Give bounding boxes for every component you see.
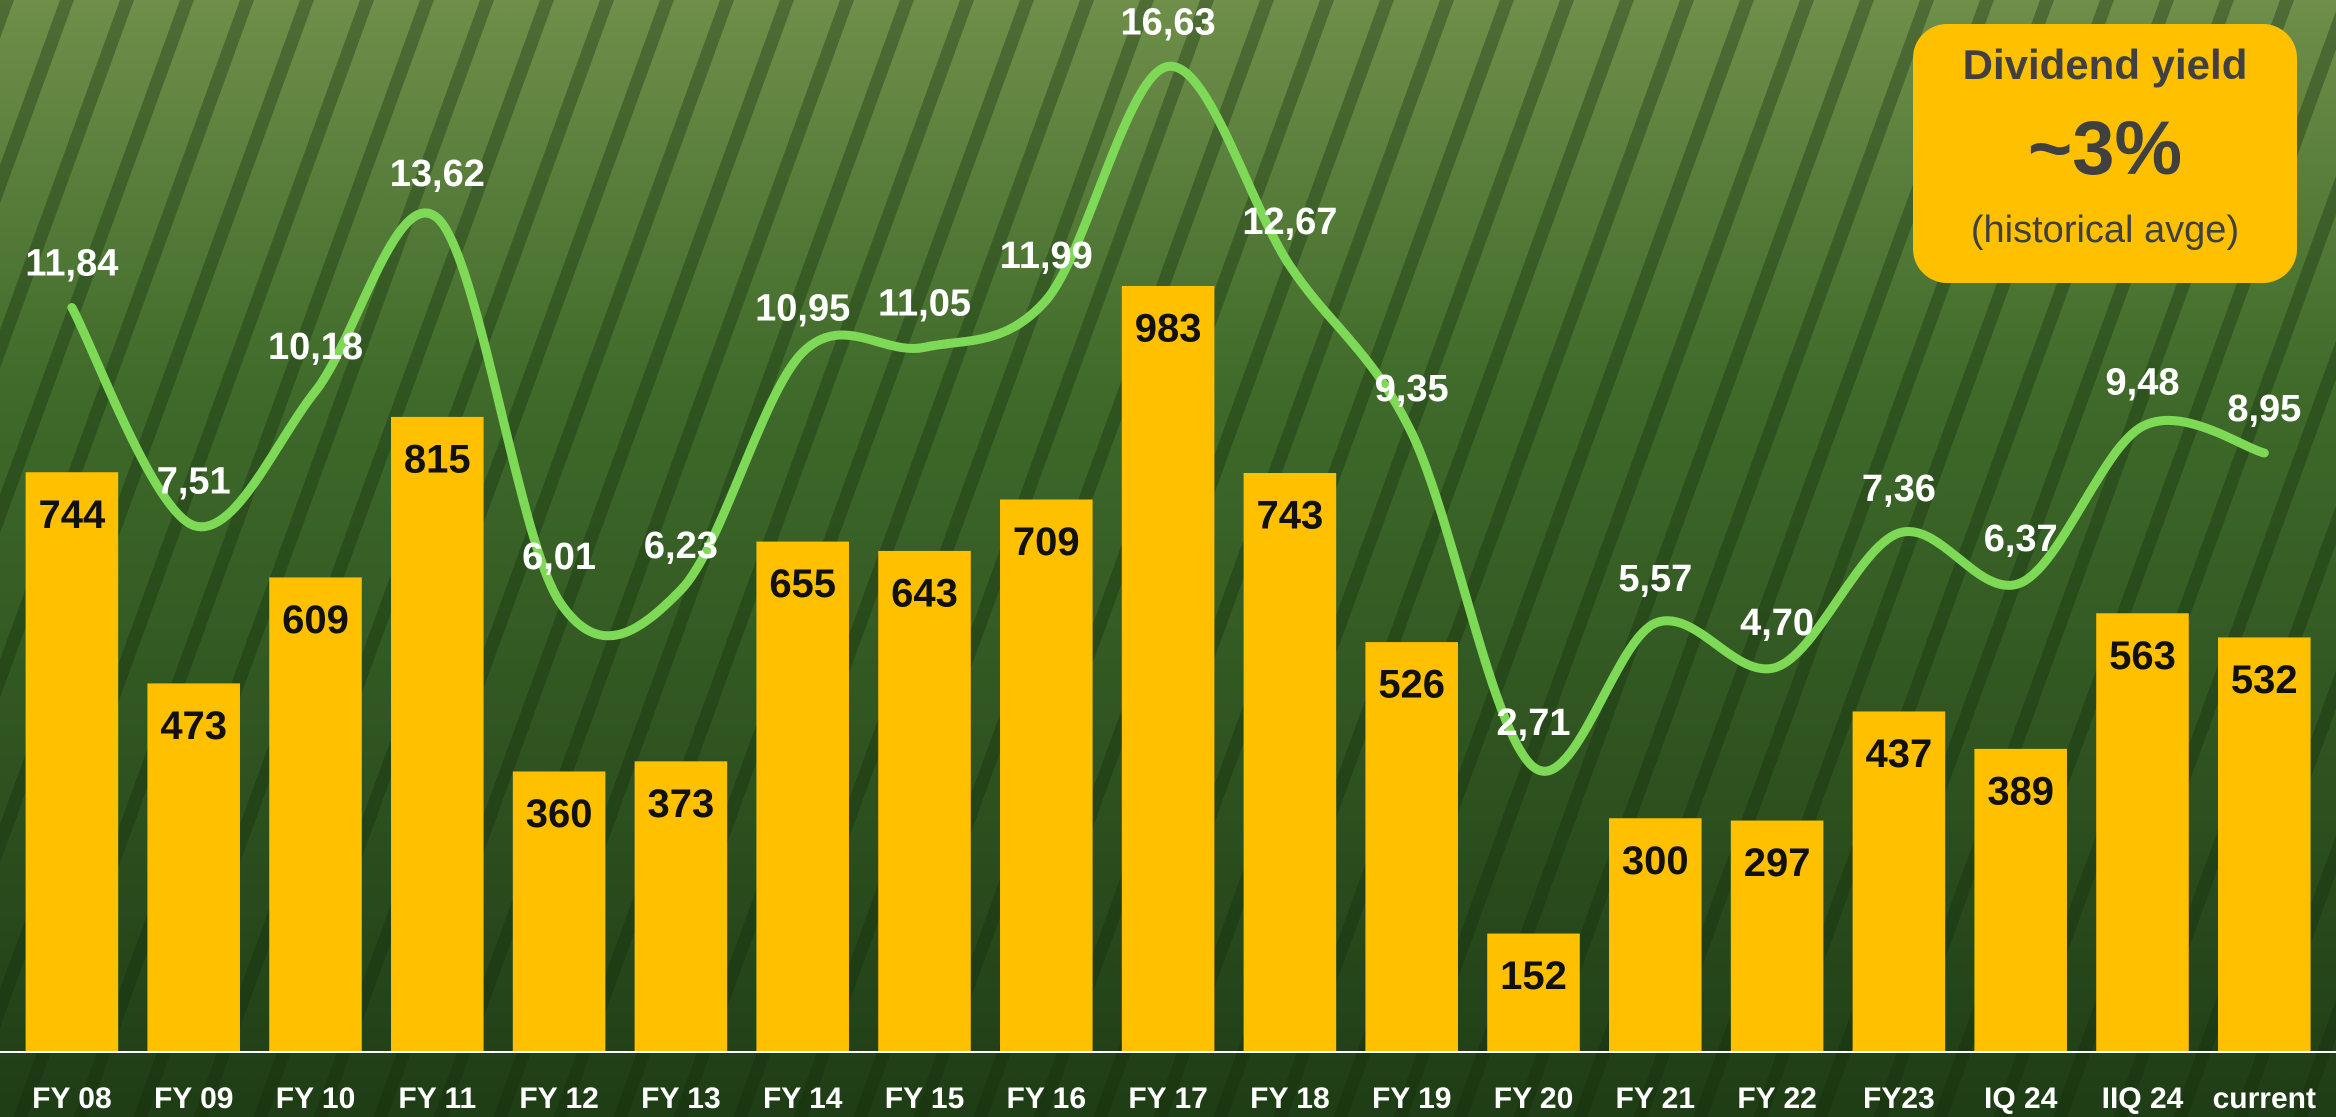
x-tick-label: FY 21: [1616, 1082, 1696, 1115]
bar-value-label: 532: [2231, 658, 2298, 702]
bar-value-label: 473: [160, 704, 227, 748]
x-tick-label: FY 12: [519, 1082, 599, 1115]
x-tick-label: FY 15: [885, 1082, 965, 1115]
bar: [1974, 748, 2067, 1052]
bar: [1730, 820, 1824, 1052]
x-tick-label: FY 20: [1494, 1082, 1574, 1115]
bar: [1609, 818, 1702, 1052]
bar: [1365, 642, 1458, 1052]
bar-value-label: 373: [648, 782, 715, 826]
line-value-label: 6,37: [1984, 518, 2058, 560]
bar-value-label: 983: [1135, 307, 1202, 351]
x-tick-label: FY 22: [1737, 1082, 1817, 1115]
x-tick-label: FY 11: [398, 1082, 476, 1115]
bar: [634, 761, 728, 1052]
x-tick-label: FY 09: [154, 1082, 234, 1115]
x-tick-label: IQ 24: [1984, 1082, 2058, 1115]
bar: [147, 683, 240, 1052]
x-tick-label: FY 18: [1250, 1082, 1330, 1115]
x-tick-label: FY 14: [763, 1082, 843, 1115]
x-tick-label: FY 17: [1128, 1082, 1208, 1115]
x-tick-label: FY 13: [641, 1082, 721, 1115]
line-value-label: 6,01: [522, 536, 596, 578]
x-tick-label: FY 10: [276, 1082, 356, 1115]
line-value-label: 10,95: [755, 287, 850, 329]
line-value-label: 11,84: [25, 243, 118, 285]
bar: [269, 577, 362, 1052]
line-value-label: 9,48: [2106, 361, 2180, 403]
line-value-label: 2,71: [1497, 702, 1571, 744]
annotation-note: (historical avge): [1971, 209, 2239, 251]
bar: [25, 472, 119, 1053]
bar: [878, 550, 971, 1052]
bar-value-label: 709: [1013, 520, 1080, 564]
line-value-label: 4,70: [1740, 602, 1814, 644]
bar: [1121, 285, 1215, 1052]
x-tick-label: current: [2213, 1082, 2316, 1115]
line-value-label: 7,36: [1862, 468, 1936, 510]
line-value-label: 11,99: [1000, 235, 1093, 277]
bar-value-label: 609: [282, 598, 349, 642]
bar-value-label: 297: [1744, 841, 1811, 885]
line-value-label: 9,35: [1375, 368, 1449, 410]
line-value-label: 6,23: [644, 525, 718, 567]
bar-value-label: 643: [891, 571, 958, 615]
x-tick-label: FY 08: [32, 1082, 112, 1115]
line-value-label: 16,63: [1121, 1, 1216, 43]
x-tick-label: FY 16: [1007, 1082, 1087, 1115]
bar-value-label: 360: [526, 792, 593, 836]
yield-line: [67, 61, 2269, 776]
bar-value-label: 152: [1500, 954, 1567, 998]
x-tick-label: IIQ 24: [2102, 1082, 2184, 1115]
bar: [1243, 473, 1337, 1052]
plot-area: FY 08 FY 09 FY 10 FY 11 FY 12 FY 13 FY 14 FY 15…: [25, 1, 2316, 1114]
line-value-label: 11,05: [878, 282, 971, 324]
bar-value-label: 389: [1987, 769, 2054, 813]
bar: [756, 541, 849, 1052]
bar: [2096, 613, 2189, 1052]
line-value-label: 13,62: [390, 153, 485, 195]
bar: [2218, 637, 2311, 1052]
annotation-box: [1913, 24, 2297, 283]
bar-value-label: 300: [1622, 839, 1689, 883]
line-value-label: 10,18: [268, 326, 363, 368]
bar: [1852, 711, 1946, 1052]
line-value-label: 7,51: [157, 461, 231, 503]
line-value-label: 8,95: [2227, 388, 2301, 430]
bar: [1487, 933, 1580, 1052]
line-value-label: 12,67: [1242, 201, 1337, 243]
bar-value-label: 526: [1378, 663, 1445, 707]
annotation-title: Dividend yield: [1963, 41, 2248, 88]
bar-value-label: 563: [2109, 634, 2176, 678]
x-tick-label: FY23: [1863, 1082, 1935, 1115]
bar: [1000, 499, 1093, 1052]
bar-value-label: 655: [769, 562, 836, 606]
bar-value-label: 815: [404, 437, 471, 481]
bar-value-label: 743: [1257, 494, 1324, 538]
bar: [391, 416, 484, 1053]
line-value-label: 5,57: [1618, 558, 1692, 600]
x-tick-label: FY 19: [1372, 1082, 1452, 1115]
bar-value-label: 744: [39, 493, 106, 537]
annotation-value: ~3%: [2028, 106, 2182, 191]
bar-value-label: 437: [1866, 732, 1933, 776]
bar: [512, 771, 606, 1052]
